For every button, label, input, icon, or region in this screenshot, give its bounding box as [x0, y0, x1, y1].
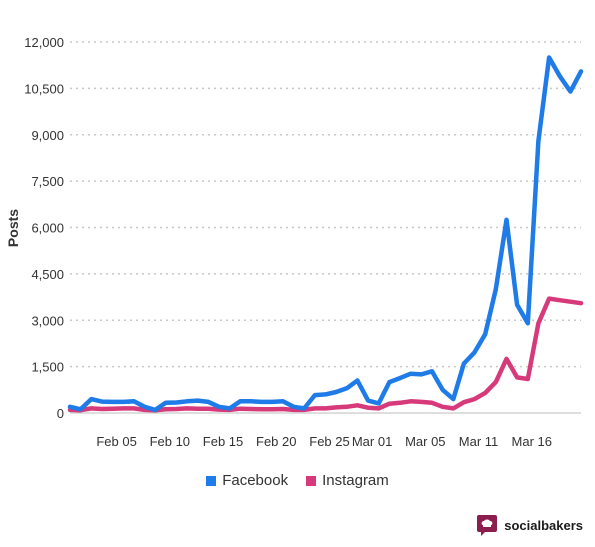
- y-tick-label: 12,000: [24, 35, 64, 50]
- x-tick-label: Feb 20: [256, 434, 296, 449]
- y-tick-label: 1,500: [31, 360, 64, 375]
- brand-watermark: socialbakers: [476, 514, 583, 536]
- x-tick-label: Feb 15: [203, 434, 243, 449]
- y-tick-label: 9,000: [31, 128, 64, 143]
- x-tick-label: Mar 16: [512, 434, 552, 449]
- gridlines: [70, 41, 581, 414]
- y-axis-label: Posts: [5, 209, 21, 247]
- legend-label-facebook: Facebook: [222, 472, 289, 489]
- y-tick-label: 6,000: [31, 221, 64, 236]
- y-tick-label: 10,500: [24, 81, 64, 96]
- facebook-swatch-icon: [206, 475, 217, 486]
- instagram-swatch-icon: [306, 475, 317, 486]
- x-tick-label: Mar 11: [459, 434, 499, 449]
- series-lines: [67, 55, 584, 413]
- y-tick-label: 7,500: [31, 174, 64, 189]
- socialbakers-logo-icon: [477, 515, 498, 536]
- y-tick-label: 4,500: [31, 267, 64, 282]
- x-tick-label: Mar 05: [405, 434, 445, 449]
- y-tick-label: 0: [57, 406, 64, 421]
- x-tick-label: Feb 05: [96, 434, 136, 449]
- y-axis-ticks: 0 1,500 3,000 4,500 6,000 7,500 9,000 10,500 12,…: [24, 35, 64, 421]
- x-tick-label: Mar 01: [352, 434, 392, 449]
- series-line-facebook: [67, 55, 584, 413]
- legend-label-instagram: Instagram: [322, 472, 389, 489]
- legend-item-instagram[interactable]: Instagram: [306, 472, 389, 489]
- x-tick-label: Feb 10: [150, 434, 190, 449]
- brand-name: socialbakers: [504, 517, 583, 533]
- legend: Facebook Instagram: [0, 472, 595, 489]
- x-tick-label: Feb 25: [309, 434, 349, 449]
- x-axis-ticks: Feb 05 Feb 10 Feb 15 Feb 20 Feb 25 Mar 01 Mar …: [96, 434, 552, 449]
- y-tick-label: 3,000: [31, 313, 64, 328]
- legend-item-facebook[interactable]: Facebook: [206, 472, 288, 489]
